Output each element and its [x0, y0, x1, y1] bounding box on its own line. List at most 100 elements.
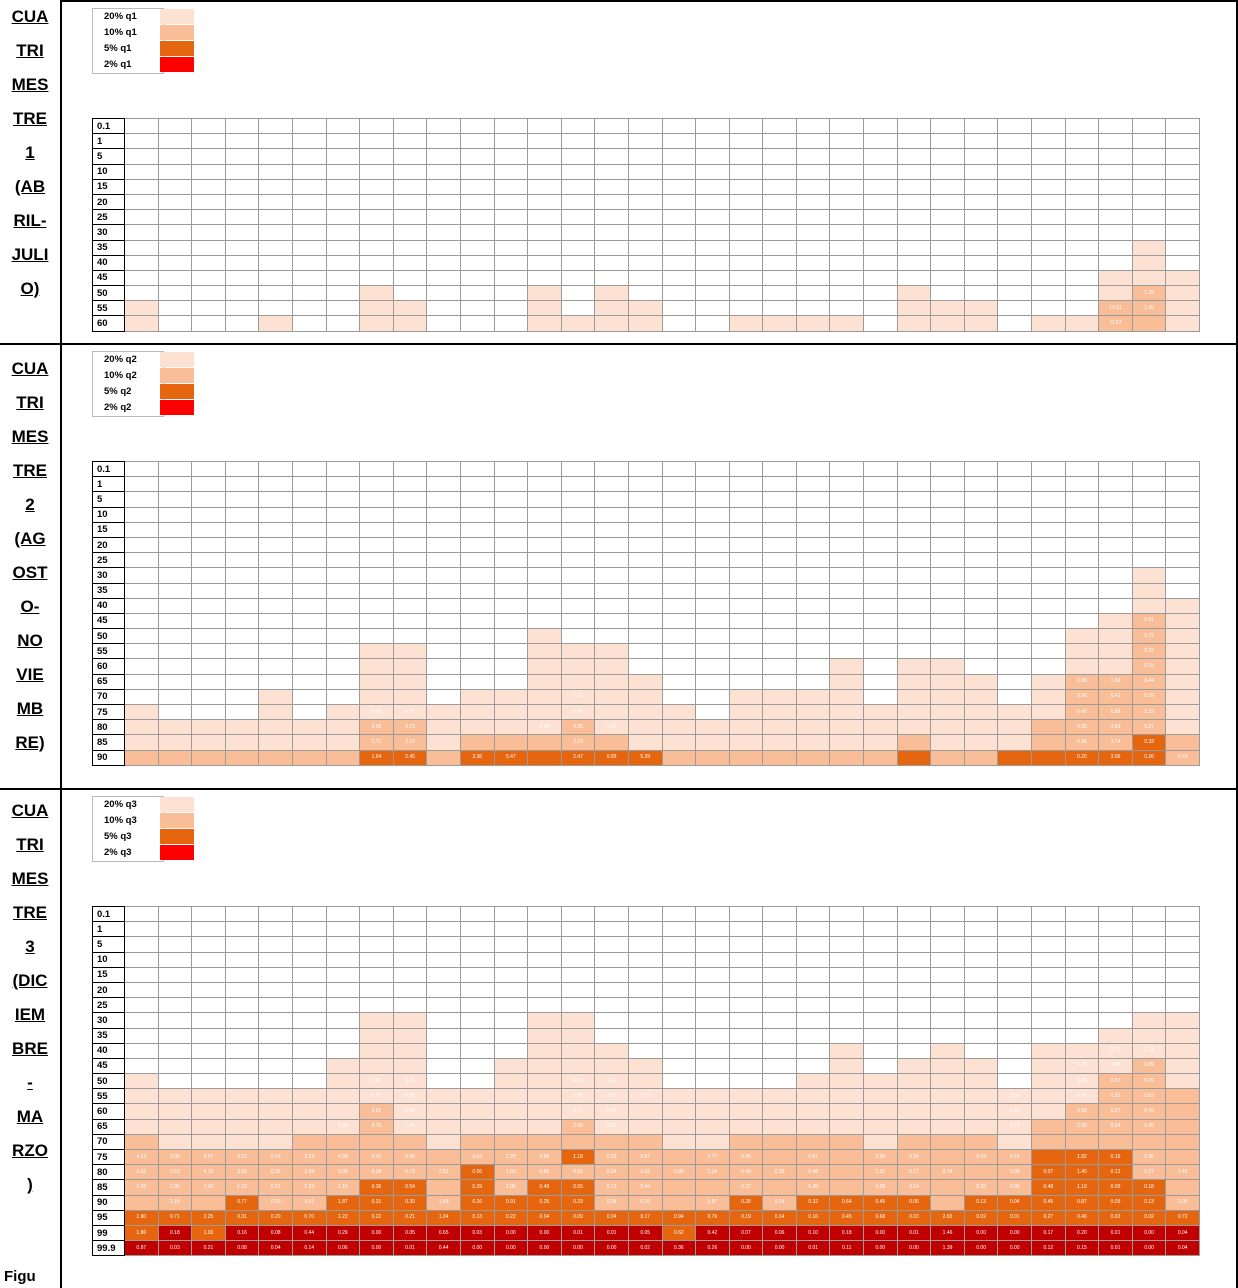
heat-cell [762, 997, 797, 1014]
heat-cell [762, 966, 797, 983]
heat-cell: 0.43 [258, 1148, 293, 1166]
side-label-line: (AG [14, 529, 46, 548]
heat-cell [695, 224, 730, 241]
heat-cell [594, 269, 629, 287]
heat-cell [426, 1042, 461, 1059]
row-label: 25 [92, 552, 125, 569]
heat-cell [258, 734, 293, 751]
heat-cell [627, 1042, 663, 1059]
heat-cell [157, 269, 193, 287]
side-label-line: 1 [25, 143, 35, 162]
legend-item: 20% q3 [92, 796, 194, 812]
heat-cell [661, 1027, 697, 1044]
heat-cell [795, 951, 831, 968]
heat-cell [930, 658, 965, 675]
heat-cell [224, 582, 260, 599]
heat-cell [863, 1133, 898, 1151]
heat-cell [124, 734, 159, 751]
heat-cell [795, 209, 831, 226]
heat-cell [459, 658, 495, 675]
heat-cell [896, 506, 932, 523]
heat-cell [627, 688, 663, 706]
heat-cell [930, 506, 965, 523]
heat-cell [1031, 734, 1066, 751]
heat-cell [728, 1042, 764, 1059]
heat-cell [191, 951, 226, 968]
heat-cell [224, 1012, 260, 1029]
heat-cell [795, 315, 831, 332]
heat-cell: 0.00 [1131, 1224, 1167, 1242]
heat-cell [157, 315, 193, 332]
heat-cell [124, 1027, 159, 1044]
heat-cell: 0.39 [1131, 688, 1167, 706]
heat-cell [1031, 582, 1066, 599]
heat-cell: 0.27 [1131, 1164, 1167, 1181]
heat-cell [930, 193, 965, 211]
table-row: 65 5.98 0.75 1.47 2.08 0.62 0.19 2.80 0.24 0.45 [92, 1118, 1200, 1135]
heat-cell [426, 643, 461, 660]
heat-cell [1031, 117, 1066, 135]
heat-cell [560, 148, 596, 165]
table-row: 0.1 [92, 117, 1200, 135]
heat-cell [527, 1088, 562, 1105]
heat-cell [1031, 1088, 1066, 1105]
heat-cell [291, 254, 327, 271]
heat-cell [695, 506, 730, 523]
heat-cell [527, 193, 562, 211]
heat-cell [493, 1118, 529, 1135]
heat-cell: 0.01 [594, 1224, 629, 1242]
heat-cell [124, 1057, 159, 1075]
heat-cell: 0.72 [1131, 628, 1167, 645]
heat-cell: 0.55 [560, 1179, 596, 1196]
row-label: 50 [92, 628, 125, 645]
heat-cell [863, 966, 898, 983]
heat-cell [661, 193, 697, 211]
heat-cell [560, 612, 596, 630]
heat-cell: 0.24 [1098, 1118, 1133, 1135]
heat-cell [493, 1133, 529, 1151]
side-label-line: JULI [11, 245, 49, 264]
heat-cell [1098, 476, 1133, 493]
heat-cell [493, 1012, 529, 1029]
heat-cell [863, 224, 898, 241]
heat-cell [493, 521, 529, 538]
heat-cell: 0.39 [459, 1179, 495, 1196]
heat-cell [661, 951, 697, 968]
heat-cell [795, 552, 831, 569]
heat-cell [359, 117, 394, 135]
table-row: 90 1.64 2.45 3.36 5.47 2.47 0.99 5.39 0.20 3.06 0.… [92, 749, 1200, 766]
heat-cell [157, 506, 193, 523]
heat-cell [560, 1042, 596, 1059]
heat-cell [963, 178, 999, 195]
heat-cell: 0.29 [627, 1194, 663, 1211]
heat-cell [896, 1073, 932, 1090]
heat-cell: 0.07 [728, 1224, 764, 1242]
heat-cell: 0.42 [695, 1224, 730, 1242]
heat-cell [1165, 148, 1200, 165]
heat-cell [560, 658, 596, 675]
heat-cell [661, 1179, 697, 1196]
heat-cell [1031, 254, 1066, 271]
heat-cell [392, 1042, 428, 1059]
heat-cell [829, 133, 865, 150]
heat-cell [1131, 506, 1167, 523]
heat-cell [863, 1057, 898, 1075]
heat-cell [695, 905, 730, 923]
heat-cell: 0.18 [1131, 1179, 1167, 1196]
heat-cell [291, 193, 327, 211]
heat-cell [829, 224, 865, 241]
heat-cell [157, 951, 193, 968]
heat-cell: 1.35 [863, 1164, 898, 1181]
heat-cell [124, 148, 159, 165]
heat-cell [1165, 612, 1200, 630]
row-label: 35 [92, 1027, 125, 1044]
heat-cell [560, 133, 596, 150]
heat-cell [291, 703, 327, 721]
heat-cell [459, 997, 495, 1014]
heat-cell [157, 224, 193, 241]
legend-item: 2% q2 [92, 399, 194, 415]
heat-cell [124, 905, 159, 923]
heat-cell [762, 688, 797, 706]
heat-cell [1064, 921, 1100, 938]
heat-cell [896, 491, 932, 508]
